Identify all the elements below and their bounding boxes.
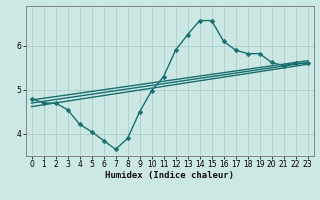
- X-axis label: Humidex (Indice chaleur): Humidex (Indice chaleur): [105, 171, 234, 180]
